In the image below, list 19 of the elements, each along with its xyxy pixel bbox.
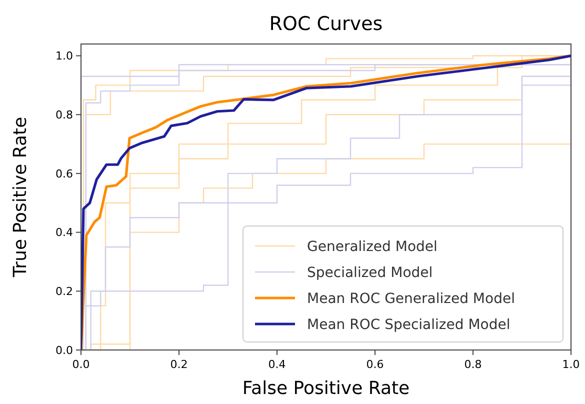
y-tick-label: 0.6 (56, 167, 73, 180)
y-tick-label: 0.8 (56, 108, 73, 122)
y-axis-title: True Positive Rate (10, 116, 31, 278)
y-tick-label: 0.2 (56, 285, 73, 298)
x-tick-label: 0.0 (72, 358, 90, 371)
x-axis-title: False Positive Rate (242, 378, 410, 399)
x-tick-label: 0.6 (366, 358, 384, 371)
x-tick-label: 1.0 (562, 358, 580, 371)
legend-label: Generalized Model (307, 238, 438, 255)
x-tick-label: 0.4 (268, 358, 286, 371)
chart-title: ROC Curves (269, 13, 383, 35)
legend-label: Specialized Model (307, 264, 433, 281)
legend-label: Mean ROC Specialized Model (307, 316, 510, 333)
y-tick-label: 0.4 (56, 226, 73, 240)
y-tick-label: 0.0 (56, 344, 73, 357)
y-tick-label: 1.0 (56, 50, 73, 63)
legend-label: Mean ROC Generalized Model (307, 290, 515, 307)
x-tick-label: 0.8 (464, 358, 482, 371)
x-tick-label: 0.2 (170, 358, 188, 371)
